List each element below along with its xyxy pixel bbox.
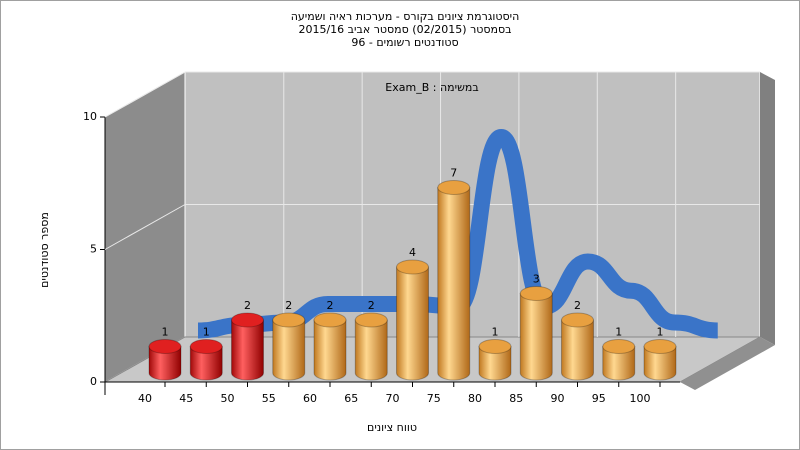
- data-label: 2: [285, 299, 292, 312]
- wall-edge: [760, 72, 775, 345]
- bar-top: [396, 259, 429, 275]
- bar: [478, 339, 512, 381]
- x-tick-label: 100: [630, 392, 651, 405]
- bar-body: [148, 346, 182, 381]
- x-tick-label: 65: [344, 392, 358, 405]
- annotation: במשימה : Exam_B: [385, 81, 478, 94]
- bar: [396, 259, 429, 381]
- bar: [272, 312, 306, 381]
- data-label: 1: [203, 326, 210, 339]
- bar-top: [148, 339, 182, 354]
- bar-body: [396, 266, 429, 381]
- y-tick-label: 10: [83, 110, 97, 123]
- bar-top: [354, 312, 388, 328]
- x-tick-label: 75: [427, 392, 441, 405]
- y-tick-label: 0: [90, 375, 97, 388]
- data-label: 4: [409, 246, 416, 259]
- bar-top: [478, 339, 512, 354]
- bar-body: [272, 319, 306, 381]
- bar: [602, 339, 636, 381]
- bar: [313, 312, 347, 381]
- chart-title: היסטוגרמת ציונים בקורס - מערכות ראיה ושמ…: [291, 10, 520, 23]
- x-tick-label: 60: [303, 392, 317, 405]
- floor-edge: [680, 337, 775, 390]
- bar-body: [231, 319, 264, 381]
- bar: [437, 180, 471, 381]
- bar: [519, 286, 553, 381]
- x-tick-label: 95: [592, 392, 606, 405]
- bar-body: [189, 346, 223, 381]
- bar: [189, 339, 223, 381]
- bar-top: [189, 339, 223, 354]
- data-label: 1: [162, 326, 169, 339]
- bar-body: [602, 346, 636, 381]
- x-tick-label: 50: [221, 392, 235, 405]
- grid-line: [104, 204, 186, 250]
- bar: [148, 339, 182, 381]
- data-label: 2: [368, 299, 375, 312]
- y-axis-label: מספר סטודנטים: [38, 212, 51, 288]
- data-label: 2: [244, 299, 251, 312]
- bar-top: [313, 312, 347, 328]
- bar-top: [602, 339, 636, 354]
- bar-body: [643, 346, 677, 381]
- x-tick-label: 70: [386, 392, 400, 405]
- grid-line: [104, 71, 186, 118]
- bar: [231, 312, 264, 381]
- bar-top: [272, 312, 306, 328]
- bar-top: [437, 180, 471, 195]
- x-tick-label: 85: [509, 392, 523, 405]
- bar-top: [561, 312, 594, 328]
- bar-body: [478, 346, 512, 381]
- y-tick-label: 5: [90, 243, 97, 256]
- bar-body: [313, 319, 347, 381]
- bar: [561, 312, 594, 381]
- bar-body: [354, 319, 388, 381]
- x-tick-label: 80: [468, 392, 482, 405]
- data-label: 2: [327, 299, 334, 312]
- bar-body: [437, 187, 471, 381]
- data-label: 1: [615, 326, 622, 339]
- data-label: 1: [492, 326, 499, 339]
- bar-body: [561, 319, 594, 381]
- bar-body: [519, 293, 553, 381]
- bar-top: [519, 286, 553, 301]
- data-label: 3: [533, 273, 540, 286]
- data-label: 7: [450, 167, 457, 180]
- x-tick-label: 90: [551, 392, 565, 405]
- bar: [643, 339, 677, 381]
- bar-top: [231, 312, 264, 328]
- bar-top: [643, 339, 677, 354]
- data-label: 2: [574, 299, 581, 312]
- data-label: 1: [657, 326, 664, 339]
- x-tick-label: 55: [262, 392, 276, 405]
- chart-subtitle: בסמסטר (02/2015) סמסטר אביב 2015/16: [298, 23, 511, 36]
- x-axis-label: טווח ציונים: [367, 421, 417, 434]
- bar: [354, 312, 388, 381]
- chart-subtitle: סטודנטים רשומים - 96: [351, 36, 458, 49]
- x-tick-label: 40: [138, 392, 152, 405]
- x-tick-label: 45: [179, 392, 193, 405]
